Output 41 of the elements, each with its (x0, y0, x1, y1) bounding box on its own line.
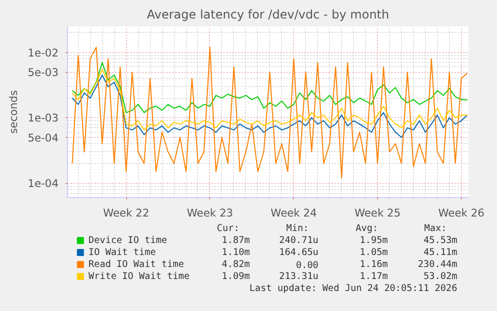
chart-title: Average latency for /dev/vdc - by month (146, 8, 390, 22)
text: 1.17m (360, 271, 388, 282)
y-tick-label: 1e-04 (28, 177, 59, 190)
text: 1.10m (222, 247, 250, 258)
text: 240.71u (279, 235, 318, 246)
text: 213.31u (279, 271, 318, 282)
text: 1.16m (360, 259, 388, 270)
x-tick-label: Week 25 (354, 206, 401, 220)
legend-label: Read IO Wait time (88, 259, 184, 270)
line-series (72, 62, 468, 114)
text: 230.44m (418, 259, 458, 270)
text: Max: (424, 223, 447, 234)
text: 1.09m (222, 271, 250, 282)
y-tick-label: 1e-02 (28, 46, 59, 60)
text: Min: (286, 223, 309, 234)
text: 45.11m (424, 247, 458, 258)
legend-label: Write IO Wait time (88, 271, 190, 282)
x-tick-label: Week 26 (438, 206, 485, 220)
text: 164.65u (279, 247, 318, 258)
x-tick-label: Week 23 (186, 206, 234, 220)
legend-label: Device IO time (88, 235, 168, 246)
y-axis-title: seconds (6, 90, 20, 134)
x-tick-label: Week 22 (103, 206, 150, 220)
text: Avg: (356, 223, 378, 234)
text: 4.82m (222, 259, 250, 270)
text: 45.53m (424, 235, 458, 246)
y-tick-label: 1e-03 (28, 112, 59, 125)
line-series (72, 74, 468, 138)
legend-label: IO Wait time (88, 247, 156, 258)
line-series (72, 68, 468, 130)
x-tick-label: Week 24 (270, 206, 318, 220)
text: 1.95m (360, 235, 388, 246)
text: 53.02m (424, 271, 458, 282)
y-tick-label: 5e-04 (28, 131, 59, 144)
line-series (72, 46, 468, 178)
y-tick-label: 5e-03 (28, 66, 59, 80)
text: Last update: Wed Jun 24 20:05:11 2026 (249, 283, 458, 294)
text: Cur: (216, 223, 240, 234)
text: 0.00 (296, 260, 319, 271)
text: 1.87m (222, 235, 250, 246)
text: 1.05m (360, 247, 388, 258)
